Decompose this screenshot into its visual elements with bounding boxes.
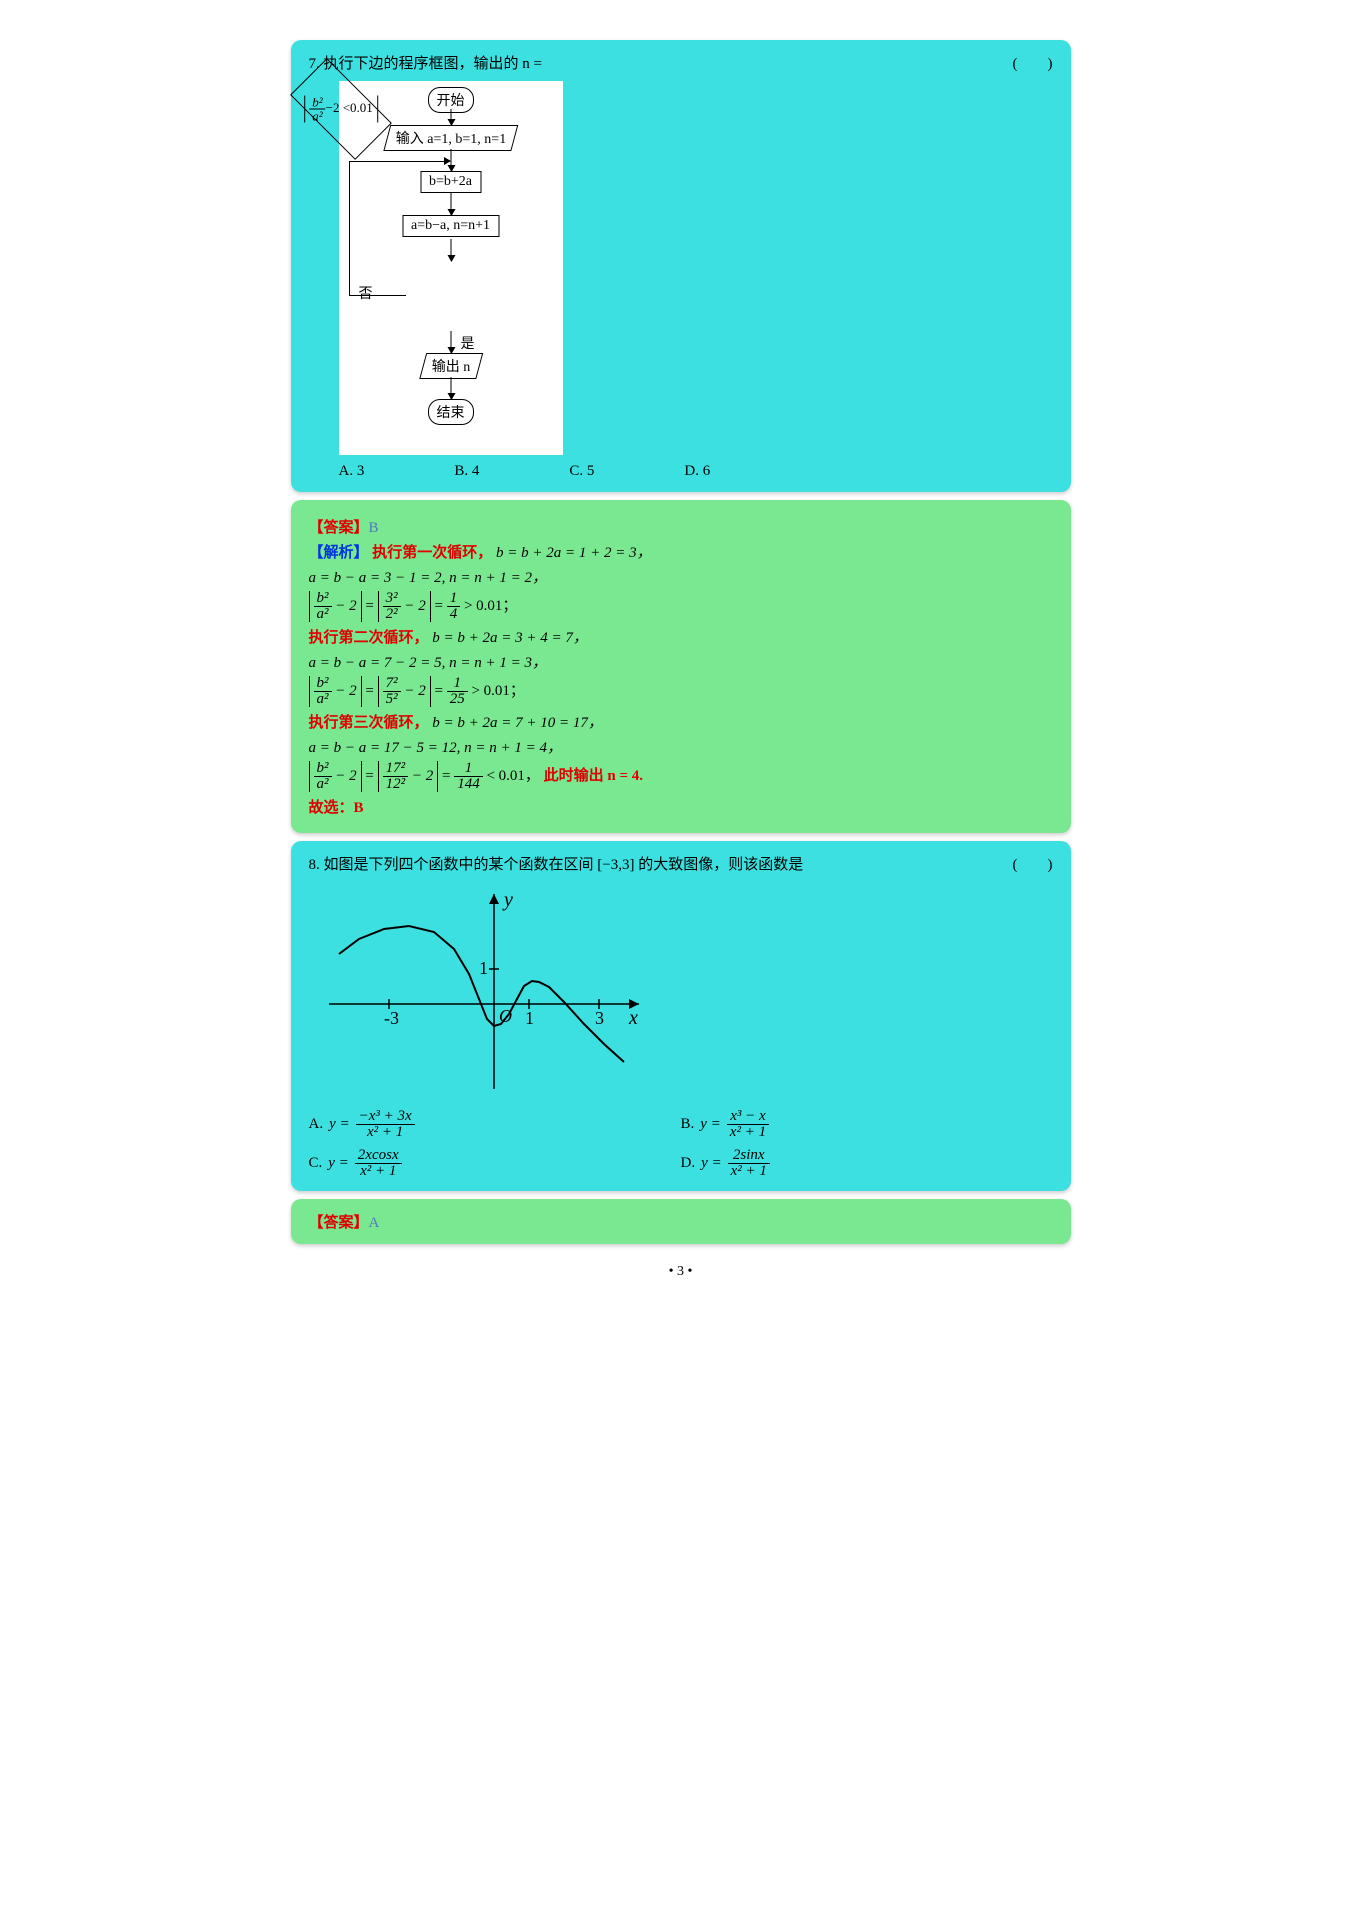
fc-cond: b²a²−2 <0.01	[290, 58, 392, 160]
q7-header: 7. 执行下边的程序框图，输出的 n = ( )	[309, 52, 1053, 73]
q7-paren: ( )	[1013, 52, 1053, 73]
fc-output: 输出 n	[419, 353, 482, 379]
q7-choice-d: D. 6	[684, 463, 710, 480]
fc-yes: 是	[461, 333, 475, 353]
ans-value: B	[369, 520, 379, 536]
fc-end: 结束	[428, 399, 474, 425]
ans-label: 【答案】	[309, 520, 369, 536]
fc-input: 输入 a=1, b=1, n=1	[383, 125, 518, 151]
svg-text:x: x	[628, 1007, 638, 1029]
ans8-value: A	[369, 1215, 380, 1231]
q8-choices: A. y = −x³ + 3xx² + 1 B. y = x³ − xx² + …	[309, 1109, 1053, 1179]
question-8: 8. 如图是下列四个函数中的某个函数在区间 [−3,3] 的大致图像，则该函数是…	[291, 841, 1071, 1191]
flowchart: 开始 输入 a=1, b=1, n=1 b=b+2a a=b−a, n=n+1 …	[339, 81, 563, 455]
q8-graph: -3 1 3 1 O x y	[329, 884, 1053, 1099]
q7-eq1: b²a² − 2 = 3²2² − 2 = 14 > 0.01；	[309, 591, 1053, 622]
svg-text:1: 1	[525, 1008, 534, 1028]
q7-eq3: b²a² − 2 = 17²12² − 2 = 1144 < 0.01， 此时输…	[309, 761, 1053, 792]
q7-choice-c: C. 5	[569, 463, 594, 480]
answer-8: 【答案】A	[291, 1199, 1071, 1244]
q7-choices: A. 3 B. 4 C. 5 D. 6	[339, 463, 1053, 480]
svg-text:3: 3	[595, 1008, 604, 1028]
fc-no: 否	[359, 283, 373, 303]
q8-choice-b: B. y = x³ − xx² + 1	[681, 1109, 1053, 1140]
q7-text: 执行下边的程序框图，输出的 n =	[324, 56, 542, 72]
q8-paren: ( )	[1013, 853, 1053, 874]
q7-eq2: b²a² − 2 = 7²5² − 2 = 125 > 0.01；	[309, 676, 1053, 707]
svg-text:-3: -3	[384, 1008, 399, 1028]
q8-choice-d: D. y = 2sinxx² + 1	[681, 1148, 1053, 1179]
svg-text:y: y	[502, 889, 513, 911]
question-7: 7. 执行下边的程序框图，输出的 n = ( ) 开始 输入 a=1, b=1,…	[291, 40, 1071, 492]
fc-step1: b=b+2a	[420, 171, 481, 193]
jiexi-label: 【解析】	[309, 545, 369, 561]
q8-number: 8.	[309, 857, 320, 873]
q8-choice-a: A. y = −x³ + 3xx² + 1	[309, 1109, 681, 1140]
svg-text:1: 1	[479, 958, 488, 978]
fc-step2: a=b−a, n=n+1	[402, 215, 499, 237]
q8-text: 如图是下列四个函数中的某个函数在区间 [−3,3] 的大致图像，则该函数是	[324, 857, 804, 873]
q7-choice-b: B. 4	[454, 463, 479, 480]
page-number: • 3 •	[291, 1264, 1071, 1280]
answer-7: 【答案】B 【解析】 执行第一次循环， b = b + 2a = 1 + 2 =…	[291, 500, 1071, 833]
q8-header: 8. 如图是下列四个函数中的某个函数在区间 [−3,3] 的大致图像，则该函数是…	[309, 853, 1053, 874]
ans8-label: 【答案】	[309, 1215, 369, 1231]
q7-choice-a: A. 3	[339, 463, 365, 480]
q8-choice-c: C. y = 2xcosxx² + 1	[309, 1148, 681, 1179]
